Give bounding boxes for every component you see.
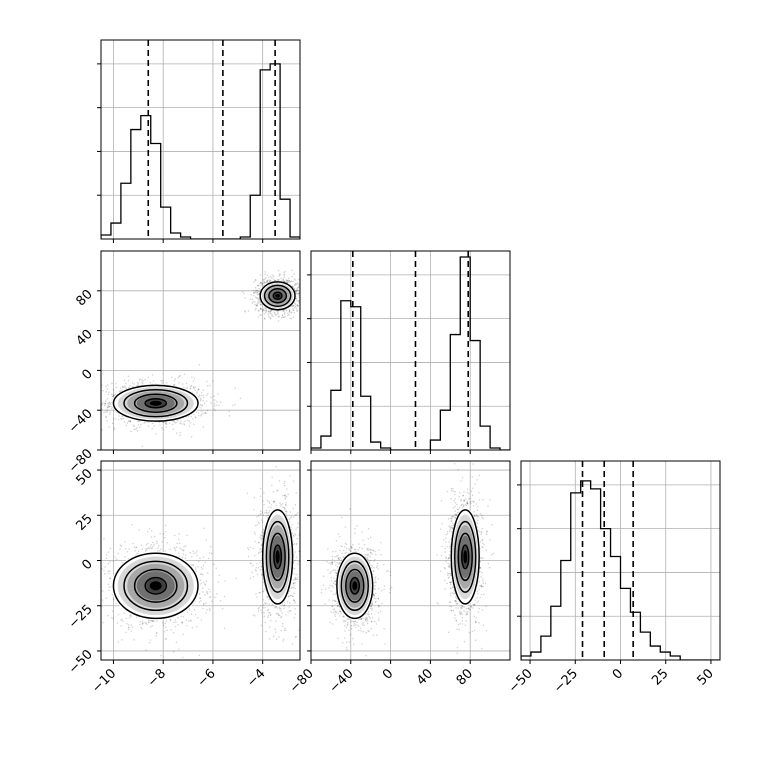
contour-1-0 (273, 544, 283, 570)
contour-1-1 (269, 532, 286, 582)
density-peak (463, 550, 468, 564)
panel-2-2 (521, 461, 720, 660)
x-tick-label-2-4: 50 (694, 666, 716, 688)
panel-content (311, 251, 510, 450)
panel-1-1 (311, 251, 510, 450)
panel-content (101, 269, 300, 450)
panel-2-0 (101, 461, 300, 660)
histogram-1 (311, 256, 510, 450)
x-tick-label-1-3: 40 (414, 666, 436, 688)
contour-1-3 (261, 509, 294, 605)
x-tick-label-0-1: −8 (145, 666, 169, 690)
contour-0-0 (349, 576, 361, 595)
contour-1-1 (268, 288, 288, 304)
contour-0-2 (123, 389, 189, 418)
contour-0-2 (123, 560, 189, 611)
density-peak (275, 550, 280, 564)
contour-0-2 (340, 560, 369, 611)
panel-content (521, 461, 720, 660)
contour-1-2 (263, 284, 292, 307)
y-tick-label-1-1: −40 (66, 406, 96, 436)
x-tick-label-2-0: −50 (506, 666, 536, 696)
density-peak (149, 581, 162, 591)
x-tick-label-0-0: −10 (89, 666, 119, 696)
panel-content (101, 40, 300, 239)
contour-0-1 (133, 568, 178, 603)
contour-1-2 (265, 520, 290, 593)
x-tick-label-1-1: −40 (327, 666, 357, 696)
contour-1-3 (450, 509, 480, 605)
contour-0-3 (112, 384, 199, 422)
contour-0-0 (144, 576, 168, 595)
panel-content (101, 465, 300, 659)
panel-frame (100, 250, 301, 451)
y-tick-label-1-3: 40 (74, 327, 96, 349)
panel-content (320, 463, 495, 657)
panel-background (311, 251, 510, 450)
contour-0-3 (336, 552, 374, 620)
contour-0-1 (345, 568, 365, 603)
histogram-2 (521, 480, 720, 660)
x-tick-label-1-0: −80 (287, 666, 317, 696)
contour-1-3 (259, 281, 296, 311)
contour-1-2 (454, 520, 477, 593)
contour-1-1 (457, 532, 473, 582)
panel-frame (310, 250, 511, 451)
y-tick-label-2-1: −25 (66, 602, 96, 632)
y-tick-label-2-2: 0 (79, 557, 95, 573)
density-peak (275, 293, 281, 298)
x-tick-label-0-3: −4 (244, 666, 268, 690)
density-peak (149, 400, 162, 406)
y-tick-label-1-4: 80 (74, 287, 96, 309)
y-tick-label-2-3: 25 (74, 511, 96, 533)
y-tick-label-1-2: 0 (79, 367, 95, 383)
x-tick-label-2-1: −25 (551, 666, 581, 696)
x-tick-label-1-2: 0 (380, 666, 396, 682)
panel-2-1 (311, 461, 510, 660)
panel-background (101, 40, 300, 239)
contour-0-3 (112, 552, 199, 620)
panel-1-0 (101, 251, 300, 450)
contour-0-1 (133, 393, 178, 413)
x-tick-label-0-2: −6 (195, 666, 219, 690)
x-tick-label-2-2: 0 (610, 666, 626, 682)
contour-0-0 (144, 398, 168, 409)
panel-0-0 (101, 40, 300, 239)
y-tick-label-2-0: −50 (66, 647, 96, 677)
density-peak (352, 581, 358, 591)
contour-1-0 (460, 544, 470, 570)
x-tick-label-2-3: 25 (649, 666, 671, 688)
x-tick-label-1-4: 80 (454, 666, 476, 688)
contour-1-0 (272, 291, 283, 301)
panel-frame (100, 39, 301, 240)
histogram-0 (101, 63, 300, 239)
